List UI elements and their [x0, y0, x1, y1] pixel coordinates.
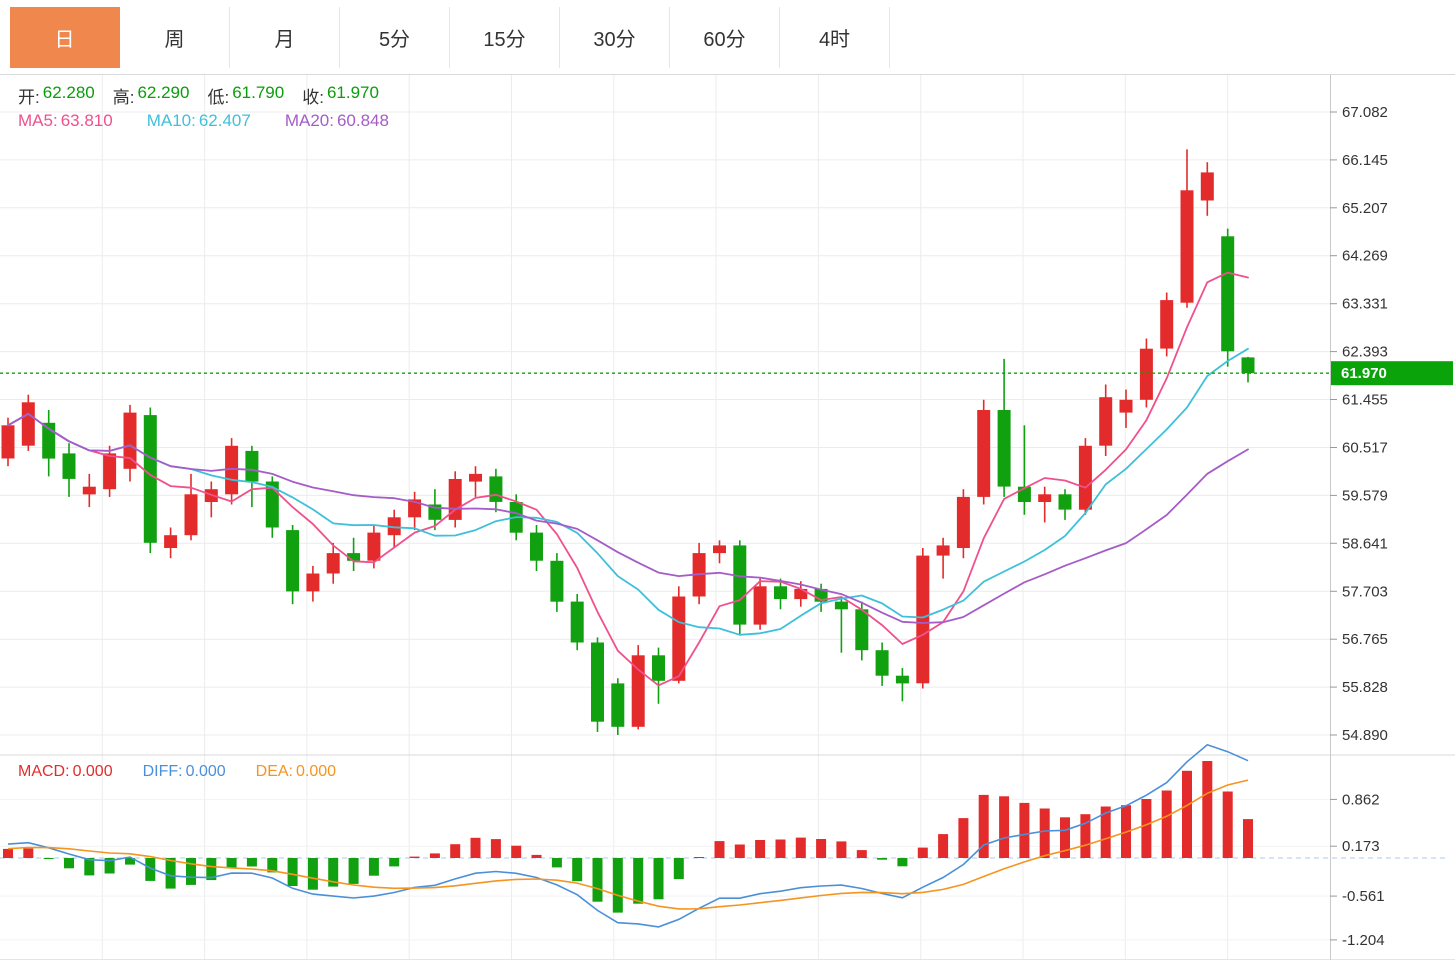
macd-axis-label: 0.173	[1342, 838, 1380, 855]
y-axis-label: 66.145	[1342, 152, 1388, 169]
macd-axis-label: -0.561	[1342, 888, 1385, 905]
tab-60min[interactable]: 60分	[670, 7, 780, 68]
chart-area: 67.082 66.145 65.207 64.269 63.331 62.393 61.4…	[0, 75, 1455, 960]
tab-5min[interactable]: 5分	[340, 7, 450, 68]
y-axis-label: 55.828	[1342, 679, 1388, 696]
y-axis-label: 67.082	[1342, 104, 1388, 121]
current-price-tag: 61.970	[1331, 361, 1453, 386]
y-axis-label: 63.331	[1342, 296, 1388, 313]
tab-month[interactable]: 月	[230, 7, 340, 68]
y-axis-label: 60.517	[1342, 440, 1388, 457]
y-axis-label: 59.579	[1342, 487, 1388, 504]
y-axis-label: 54.890	[1342, 727, 1388, 744]
gridlines	[0, 75, 1455, 960]
tab-day[interactable]: 日	[10, 7, 120, 68]
svg-text:61.970: 61.970	[1341, 365, 1387, 382]
tab-30min[interactable]: 30分	[560, 7, 670, 68]
tab-15min[interactable]: 15分	[450, 7, 560, 68]
macd-lines	[7, 743, 1249, 928]
ma10-legend: MA10: 62.407	[146, 111, 251, 130]
candles[interactable]	[1, 149, 1255, 735]
y-axis-label: 61.455	[1342, 392, 1388, 409]
timeframe-tabbar: 日 周 月 5分 15分 30分 60分 4时	[0, 0, 1455, 75]
ohlc-close: 收: 61.970	[302, 83, 379, 107]
kline-chart-svg[interactable]: 67.082 66.145 65.207 64.269 63.331 62.393 61.4…	[0, 75, 1455, 960]
ohlc-high: 高: 62.290	[112, 83, 190, 107]
ma-legend: MA5: 63.810 MA10: 62.407 MA20: 60.848	[18, 111, 389, 131]
macd-axis-label: 0.862	[1342, 791, 1380, 808]
ma-lines	[7, 271, 1249, 687]
y-axis-label: 57.703	[1342, 583, 1388, 600]
ohlc-legend: 开: 62.280 高: 62.290 低: 61.790 收: 61.970	[18, 83, 379, 108]
y-axis-label: 65.207	[1342, 200, 1388, 217]
y-axis-label: 62.393	[1342, 344, 1388, 361]
macd-histogram	[3, 761, 1253, 913]
tab-4hour[interactable]: 4时	[780, 7, 890, 68]
y-axis-label: 64.269	[1342, 248, 1388, 265]
y-axis-label: 58.641	[1342, 535, 1388, 552]
y-axis: 67.082 66.145 65.207 64.269 63.331 62.393 61.4…	[1330, 75, 1388, 960]
diff-value: DIFF: 0.000	[142, 763, 226, 780]
macd-legend: MACD: 0.000 DIFF: 0.000 DEA: 0.000	[18, 763, 336, 781]
ohlc-open: 开: 62.280	[18, 83, 95, 107]
y-axis-label: 56.765	[1342, 631, 1388, 648]
macd-axis-label: -1.204	[1342, 932, 1385, 949]
dea-value: DEA: 0.000	[255, 763, 337, 780]
ma20-legend: MA20: 60.848	[284, 111, 389, 130]
tab-week[interactable]: 周	[120, 7, 230, 68]
macd-value: MACD: 0.000	[18, 763, 113, 780]
ma5-legend: MA5: 63.810	[18, 111, 113, 130]
ohlc-low: 低: 61.790	[207, 83, 285, 107]
